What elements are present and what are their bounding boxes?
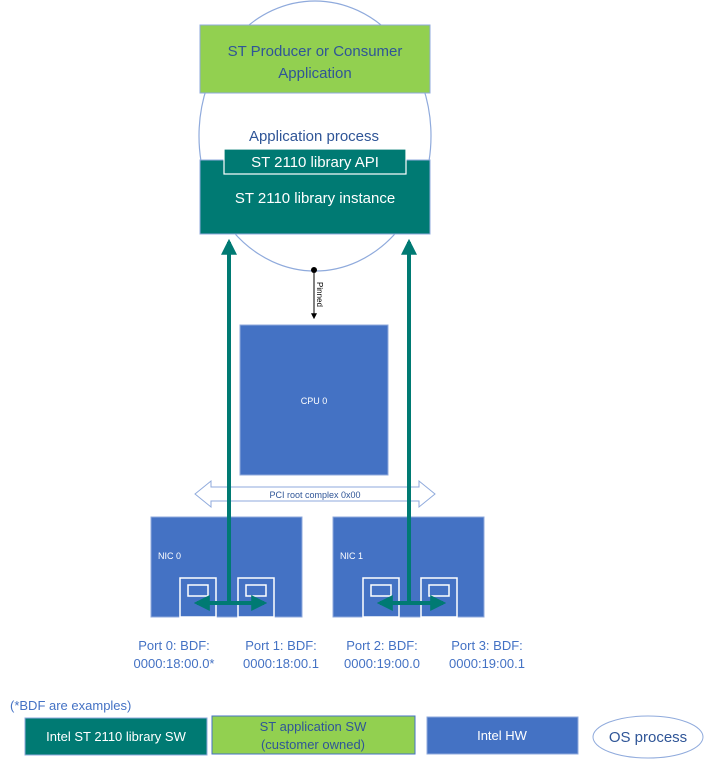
legend-os-process-ellipse (592, 715, 704, 759)
legend-os-process-label: OS process (609, 729, 687, 746)
port-0-label-line1: Port 0: BDF: (138, 638, 210, 653)
port-1-socket (237, 577, 275, 618)
pinned-label: Pinned (315, 282, 324, 307)
application-process-label: Application process (249, 128, 379, 145)
application-label-line2: Application (278, 65, 351, 82)
port-2-socket (362, 577, 400, 618)
legend-app-sw-box (211, 715, 416, 755)
library-api-box (223, 148, 407, 175)
application-label-line1: ST Producer or Consumer (228, 43, 403, 60)
legend-app-sw-line2: (customer owned) (261, 737, 365, 752)
legend-intel-hw-label: Intel HW (477, 728, 528, 743)
legend-app-sw-line1: ST application SW (260, 719, 367, 734)
legend-note: (*BDF are examples) (10, 698, 131, 713)
legend-intel-sw-label: Intel ST 2110 library SW (46, 729, 186, 744)
port-1-label-line2: 0000:18:00.1 (243, 656, 319, 671)
pci-root-complex-label: PCI root complex 0x00 (269, 490, 360, 500)
nic-0-label: NIC 0 (158, 551, 181, 561)
port-0-label-line2: 0000:18:00.0* (134, 656, 215, 671)
application-box (199, 24, 431, 94)
cpu-box (239, 324, 389, 476)
legend-intel-hw-box (426, 716, 579, 755)
port-2-label-line2: 0000:19:00.0 (344, 656, 420, 671)
nic-1-label: NIC 1 (340, 551, 363, 561)
port-3-label-line2: 0000:19:00.1 (449, 656, 525, 671)
library-api-label: ST 2110 library API (251, 154, 379, 171)
port-3-label-line1: Port 3: BDF: (451, 638, 523, 653)
port-2-label-line1: Port 2: BDF: (346, 638, 418, 653)
cpu-label: CPU 0 (301, 396, 328, 406)
port-0-socket (179, 577, 217, 618)
library-instance-label: ST 2110 library instance (235, 190, 395, 207)
port-3-socket (420, 577, 458, 618)
port-1-label-line1: Port 1: BDF: (245, 638, 317, 653)
legend-intel-sw-box (24, 717, 208, 756)
pci-root-complex-arrow (194, 479, 436, 509)
